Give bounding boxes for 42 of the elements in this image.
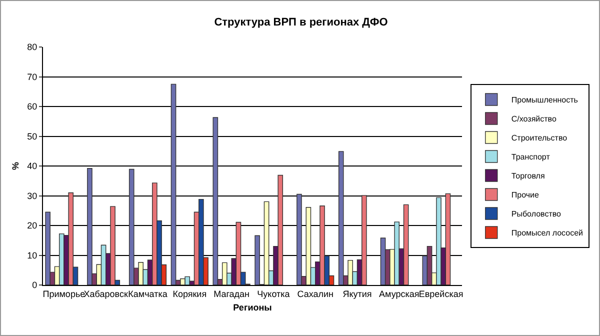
legend-label: Прочие (511, 190, 540, 200)
y-tick-label: 60 (27, 102, 38, 112)
bar (338, 151, 344, 285)
x-tick-label: Магадан (214, 288, 250, 299)
bar (296, 194, 302, 285)
bar (212, 117, 218, 285)
legend-label: Торговля (511, 172, 545, 181)
x-tick-label: Сахалин (297, 288, 334, 299)
y-axis-title: % (10, 162, 21, 170)
x-tick-label: Приморье (42, 288, 86, 299)
bar (170, 84, 176, 285)
bar (128, 168, 134, 285)
bar (45, 212, 50, 285)
x-tick-label: Корякия (172, 288, 207, 299)
legend-label: С/хозяйство (511, 114, 557, 124)
legend-label: Транспорт (511, 152, 550, 162)
x-tick-label: Хабаровск (84, 288, 128, 299)
y-tick-label: 10 (27, 250, 38, 260)
x-tick-label: Еврейская (418, 288, 464, 299)
x-tick-label: Амурская (379, 288, 420, 299)
bar (264, 201, 270, 285)
legend-label: Строительство (511, 134, 568, 143)
y-tick-label: 40 (27, 161, 38, 172)
chart-title: Структура ВРП в регионах ДФО (214, 16, 388, 28)
x-tick-label: Камчатка (128, 288, 168, 299)
legend-label: Рыболовство (511, 210, 562, 219)
x-axis-title: Регионы (233, 302, 272, 313)
bar (426, 246, 432, 285)
legend-label: Промышленность (511, 96, 578, 105)
bar (254, 235, 260, 285)
bar (403, 204, 409, 285)
y-tick-label: 70 (27, 72, 38, 82)
x-tick-label: Чукотка (257, 288, 290, 299)
x-tick-label: Якутия (342, 288, 372, 299)
y-tick-label: 30 (27, 190, 38, 201)
bar (222, 262, 228, 285)
legend-label: Промысел лососей (511, 228, 584, 238)
y-tick-label: 50 (27, 131, 38, 142)
y-tick-label: 0 (32, 280, 38, 290)
y-tick-label: 20 (27, 220, 38, 231)
y-tick-label: 80 (27, 42, 38, 52)
bar (87, 168, 92, 285)
